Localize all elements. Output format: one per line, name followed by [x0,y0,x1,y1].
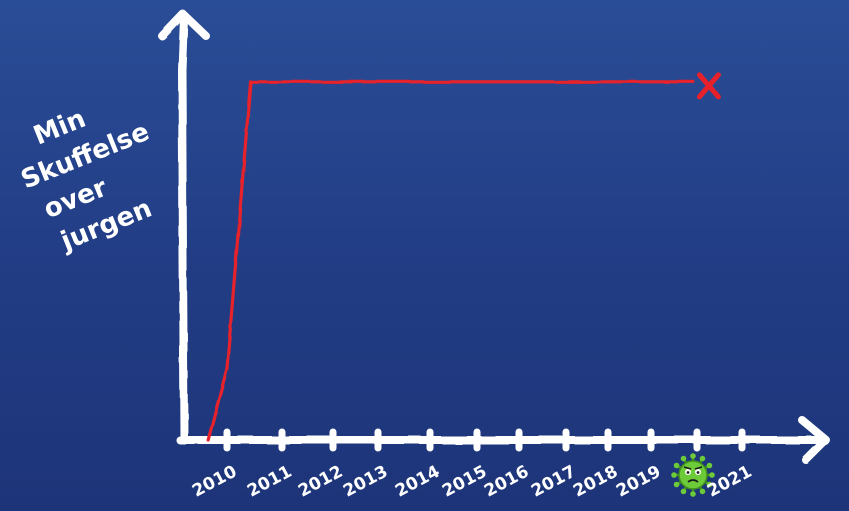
x-tick-label: 2013 [340,462,391,502]
x-ticks [223,428,746,452]
x-tick-label: 2021 [704,462,755,502]
x-tick-label: 2019 [613,462,664,502]
x-tick-label: 2018 [570,462,621,502]
x-axis-arrowhead [798,416,830,464]
x-tick-label: 2014 [392,462,443,502]
x-tick-label: 2010 [189,462,240,502]
y-axis-arrowhead [158,10,210,40]
virus-icon [671,453,715,497]
y-axis [178,14,188,444]
x-tick-label: 2011 [244,462,295,502]
end-marker-x [696,72,721,100]
x-tick-label: 2012 [295,462,346,502]
series-line [206,80,695,442]
y-axis-label: Min Skuffelse over jurgen [17,104,156,258]
x-tick-label: 2016 [481,462,532,502]
x-tick-label: 2017 [528,462,579,502]
x-tick-label: 2015 [439,462,490,502]
series [206,72,721,442]
